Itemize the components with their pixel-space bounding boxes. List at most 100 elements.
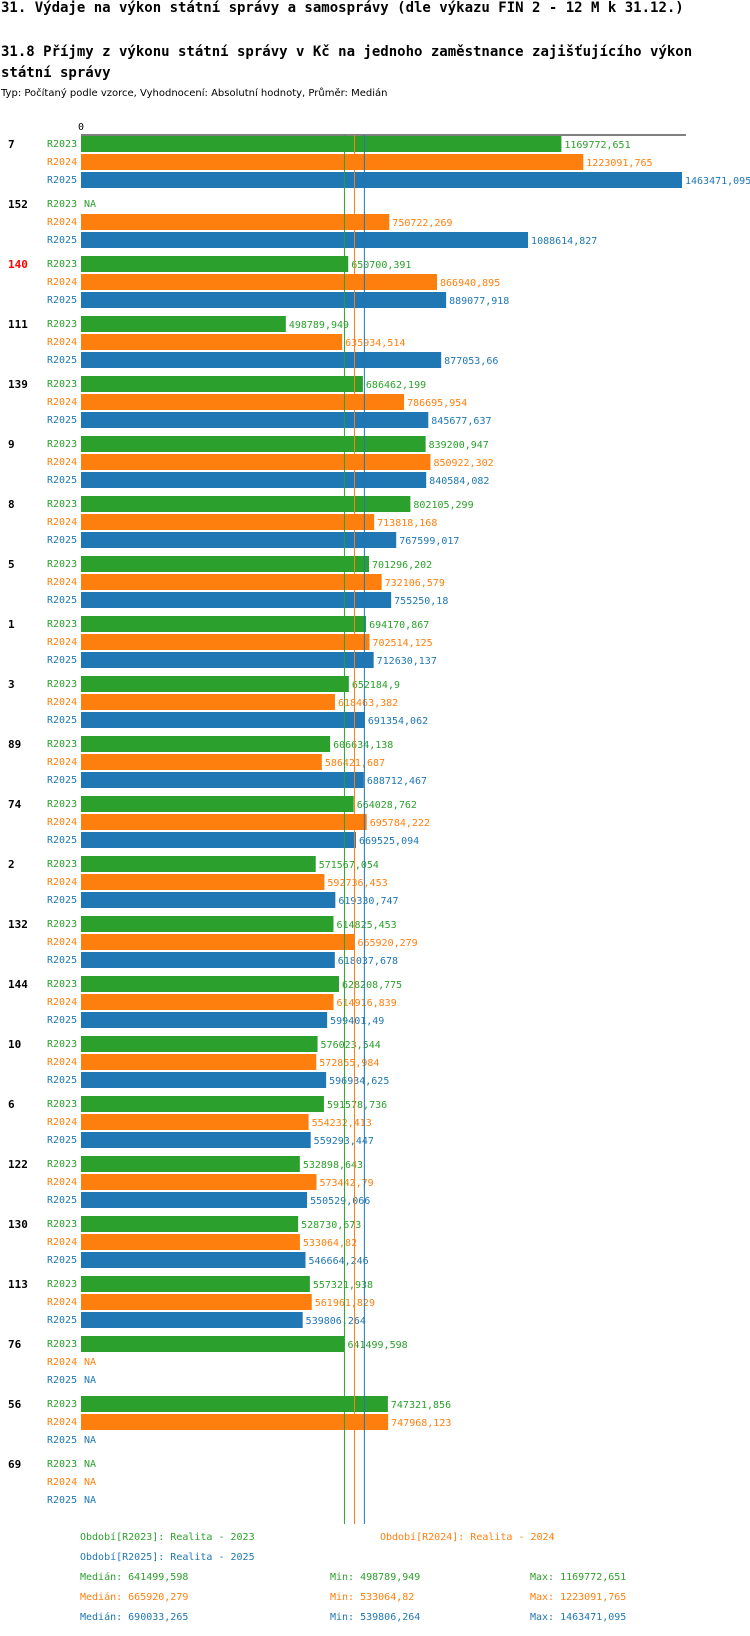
bar xyxy=(81,712,365,728)
value-label: 664028,762 xyxy=(357,800,417,811)
value-label: 840584,082 xyxy=(429,476,489,487)
bar xyxy=(81,574,382,590)
series-label: R2025 xyxy=(47,1315,77,1326)
value-label: 596934,625 xyxy=(329,1076,389,1087)
series-label: R2024 xyxy=(47,1177,77,1188)
value-label: 691354,062 xyxy=(368,716,428,727)
value-label: 802105,299 xyxy=(413,500,473,511)
series-label: R2025 xyxy=(47,775,77,786)
series-label: R2023 xyxy=(47,199,77,210)
bar xyxy=(81,694,335,710)
bar xyxy=(81,1312,303,1328)
series-label: R2023 xyxy=(47,859,77,870)
value-label: 669525,094 xyxy=(359,836,419,847)
category-label: 144 xyxy=(8,978,28,991)
bar xyxy=(81,832,356,848)
na-label: NA xyxy=(84,1459,96,1470)
series-label: R2024 xyxy=(47,1357,77,1368)
bar xyxy=(81,1396,388,1412)
value-label: 576023,544 xyxy=(321,1040,381,1051)
bar xyxy=(81,796,354,812)
category-label: 139 xyxy=(8,378,28,391)
legend-entry: Období[R2023]: Realita - 2023 xyxy=(80,1531,255,1543)
series-label: R2024 xyxy=(47,577,77,588)
value-label: 650700,391 xyxy=(351,260,411,271)
value-label: 750722,269 xyxy=(392,218,452,229)
series-label: R2023 xyxy=(47,1399,77,1410)
series-label: R2024 xyxy=(47,157,77,168)
series-label: R2023 xyxy=(47,1279,77,1290)
series-label: R2024 xyxy=(47,517,77,528)
bar xyxy=(81,1012,328,1028)
bar xyxy=(81,856,316,872)
series-label: R2025 xyxy=(47,835,77,846)
bar xyxy=(81,736,331,752)
bar xyxy=(81,556,369,572)
series-label: R2024 xyxy=(47,397,77,408)
bar xyxy=(81,436,426,452)
stat-median: Medián: 665920,279 xyxy=(80,1591,188,1603)
series-label: R2024 xyxy=(47,817,77,828)
bar xyxy=(81,1054,317,1070)
bar xyxy=(81,1234,300,1250)
value-label: 889077,918 xyxy=(449,296,509,307)
bar xyxy=(81,652,374,668)
series-label: R2023 xyxy=(47,1219,77,1230)
bar xyxy=(81,1414,389,1430)
value-label: 619330,747 xyxy=(338,896,398,907)
series-label: R2025 xyxy=(47,655,77,666)
value-label: 665920,279 xyxy=(357,938,417,949)
value-label: 694170,867 xyxy=(369,620,429,631)
na-label: NA xyxy=(84,199,96,210)
value-label: 786695,954 xyxy=(407,398,467,409)
na-label: NA xyxy=(84,1375,96,1386)
value-label: 557321,938 xyxy=(313,1280,373,1291)
category-label: 3 xyxy=(8,678,15,691)
value-label: 701296,202 xyxy=(372,560,432,571)
bar xyxy=(81,616,367,632)
category-label: 76 xyxy=(8,1338,22,1351)
stat-median: Medián: 690033,265 xyxy=(80,1611,188,1623)
category-label: 113 xyxy=(8,1278,28,1291)
bar xyxy=(81,412,429,428)
series-label: R2025 xyxy=(47,1075,77,1086)
value-label: 713818,168 xyxy=(377,518,437,529)
bar xyxy=(81,976,339,992)
series-label: R2025 xyxy=(47,415,77,426)
series-label: R2024 xyxy=(47,1237,77,1248)
series-label: R2023 xyxy=(47,799,77,810)
series-label: R2024 xyxy=(47,1117,77,1128)
bar xyxy=(81,292,447,308)
bar xyxy=(81,1216,299,1232)
category-label: 132 xyxy=(8,918,28,931)
series-label: R2023 xyxy=(47,139,77,150)
bar xyxy=(81,814,367,830)
bar xyxy=(81,472,427,488)
value-label: 877053,66 xyxy=(444,356,498,367)
bar xyxy=(81,916,334,932)
series-label: R2025 xyxy=(47,355,77,366)
series-label: R2024 xyxy=(47,1057,77,1068)
page-title: 31. Výdaje na výkon státní správy a samo… xyxy=(1,0,684,16)
category-label: 74 xyxy=(8,798,22,811)
stat-max: Max: 1463471,095 xyxy=(530,1612,626,1623)
value-label: 528730,673 xyxy=(301,1220,361,1231)
bar xyxy=(81,1096,324,1112)
value-label: 641499,598 xyxy=(347,1340,407,1351)
value-label: 614916,839 xyxy=(337,998,397,1009)
value-label: 533064,82 xyxy=(303,1238,357,1249)
series-label: R2023 xyxy=(47,619,77,630)
category-label: 69 xyxy=(8,1458,21,1471)
stat-max: Max: 1169772,651 xyxy=(530,1572,626,1583)
value-label: 550529,066 xyxy=(310,1196,370,1207)
bar xyxy=(81,874,325,890)
series-label: R2024 xyxy=(47,937,77,948)
value-label: 1088614,827 xyxy=(531,236,597,247)
series-label: R2024 xyxy=(47,277,77,288)
series-label: R2023 xyxy=(47,979,77,990)
value-label: 712630,137 xyxy=(377,656,437,667)
value-label: 572855,984 xyxy=(319,1058,379,1069)
bar xyxy=(81,136,562,152)
series-label: R2024 xyxy=(47,337,77,348)
